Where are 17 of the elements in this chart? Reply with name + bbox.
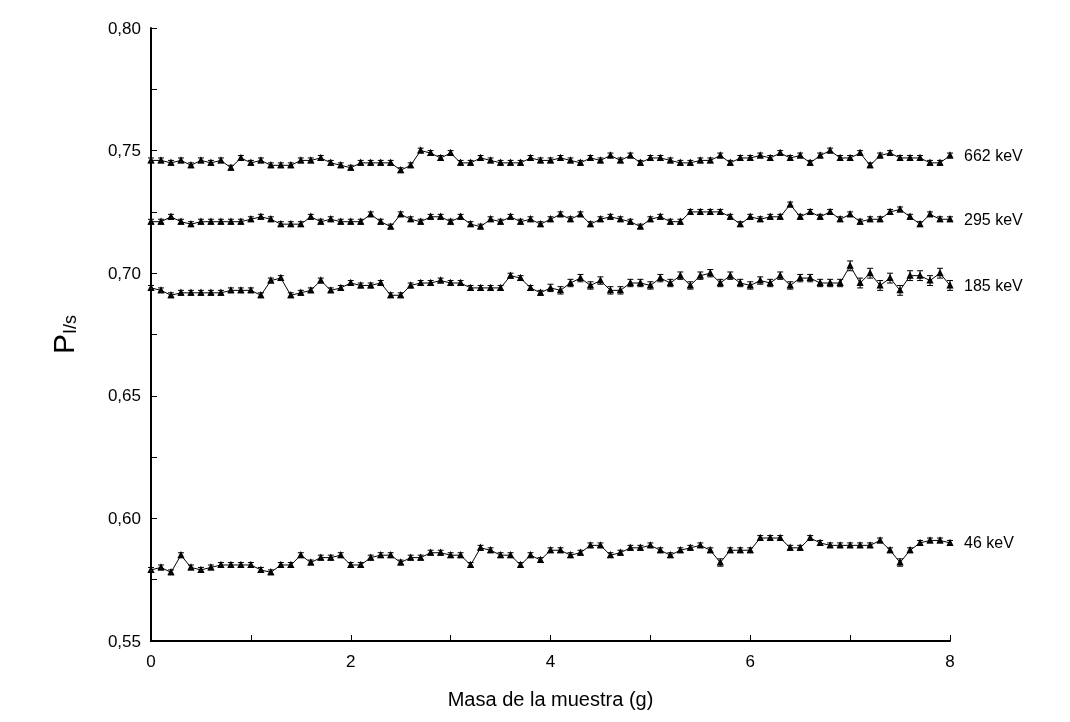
y-axis-title: PI/s — [46, 314, 80, 355]
series-label: 185 keV — [964, 276, 1024, 294]
y-tick-label: 0,70 — [107, 263, 141, 283]
x-tick-label: 8 — [945, 652, 955, 671]
y-tick-label: 0,60 — [107, 508, 141, 528]
series-label: 295 keV — [964, 210, 1024, 228]
series-label: 46 keV — [964, 534, 1015, 552]
y-tick-label: 0,80 — [107, 18, 141, 38]
x-tick-label: 0 — [146, 652, 156, 671]
y-tick-label: 0,75 — [107, 141, 141, 161]
x-axis-title: Masa de la muestra (g) — [447, 688, 654, 710]
x-tick-label: 6 — [745, 652, 755, 671]
y-tick-label: 0,55 — [107, 631, 141, 651]
series-label: 662 keV — [964, 147, 1024, 164]
y-tick-label: 0,65 — [107, 386, 141, 406]
x-tick-label: 2 — [346, 652, 356, 671]
x-tick-label: 4 — [545, 652, 556, 671]
